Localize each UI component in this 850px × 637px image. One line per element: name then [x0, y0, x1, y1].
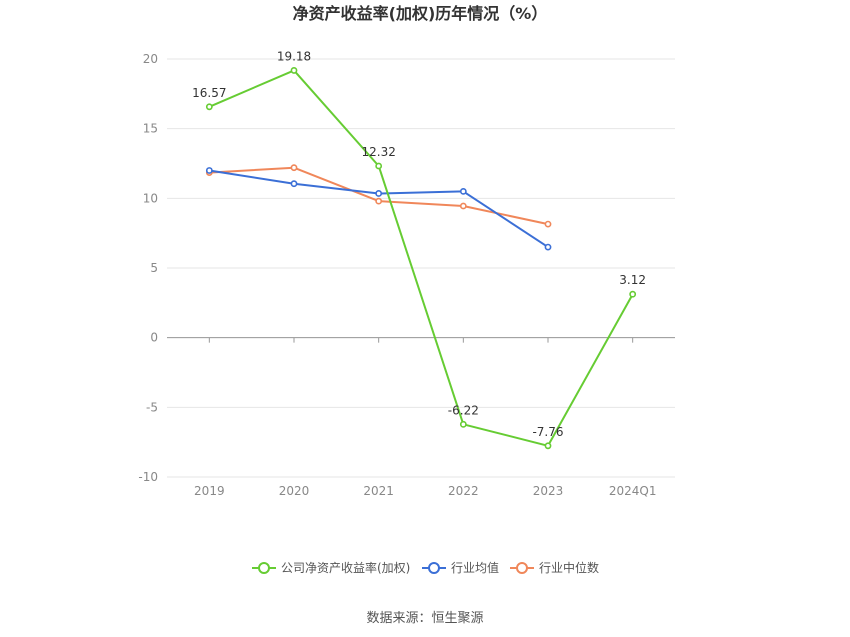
legend-label: 公司净资产收益率(加权): [281, 560, 410, 575]
x-axis: 2019 2020 2021 2022 2023 2024Q1: [167, 337, 675, 498]
data-point[interactable]: [290, 67, 298, 74]
data-point[interactable]: [629, 290, 637, 298]
legend-swatch-marker: [516, 562, 528, 574]
data-point[interactable]: [205, 103, 213, 111]
x-tick-label: 2019: [194, 484, 225, 498]
series-1: [205, 167, 552, 251]
data-point[interactable]: [205, 167, 213, 174]
x-tick-label: 2020: [279, 484, 310, 498]
data-source: 数据来源：恒生聚源: [366, 611, 483, 626]
data-label: 12.32: [361, 145, 395, 159]
data-point[interactable]: [375, 197, 383, 205]
x-tick-label: 2021: [363, 484, 394, 498]
series-line: [208, 69, 634, 447]
data-point[interactable]: [290, 164, 298, 172]
data-point[interactable]: [459, 187, 467, 195]
data-label: 16.57: [192, 86, 226, 100]
legend-label: 行业中位数: [539, 560, 599, 575]
legend-item-1[interactable]: 行业均值: [422, 560, 499, 575]
y-tick-label: -5: [146, 400, 158, 414]
data-point[interactable]: [459, 420, 467, 428]
data-label: 19.18: [277, 49, 311, 63]
data-point[interactable]: [459, 202, 467, 210]
series-group: [205, 67, 637, 450]
x-tick-label: 2023: [533, 484, 564, 498]
legend-swatch-marker: [258, 562, 270, 574]
data-label: -6.22: [448, 403, 479, 417]
y-tick-label: 5: [150, 261, 158, 275]
y-tick-label: 10: [143, 191, 158, 205]
data-label: 3.12: [619, 273, 646, 287]
data-point[interactable]: [544, 220, 552, 228]
data-label: -7.76: [532, 425, 563, 439]
y-axis: 20 15 10 5 0 -5 -10: [138, 52, 158, 484]
data-point[interactable]: [544, 243, 552, 251]
y-tick-label: 20: [143, 52, 158, 66]
legend-item-0[interactable]: 公司净资产收益率(加权): [252, 560, 410, 575]
x-tick-label: 2024Q1: [609, 484, 657, 498]
x-tick-label: 2022: [448, 484, 479, 498]
y-tick-label: 15: [143, 122, 158, 136]
data-point[interactable]: [375, 190, 383, 197]
data-point[interactable]: [375, 162, 383, 170]
grid-lines: [167, 58, 675, 478]
legend[interactable]: 公司净资产收益率(加权) 行业均值 行业中位数: [252, 560, 599, 575]
series-0: [205, 67, 637, 450]
chart-title: 净资产收益率(加权)历年情况（%）: [293, 4, 548, 23]
y-tick-label: 0: [150, 331, 158, 345]
data-labels: 16.57 19.18 12.32 -6.22 -7.76 3.12: [192, 49, 646, 438]
series-line: [209, 169, 549, 248]
legend-swatch-marker: [428, 562, 440, 574]
data-point[interactable]: [544, 442, 552, 450]
data-point[interactable]: [290, 180, 298, 188]
legend-item-2[interactable]: 行业中位数: [510, 560, 599, 575]
legend-label: 行业均值: [451, 560, 499, 575]
y-tick-label: -10: [138, 470, 158, 484]
